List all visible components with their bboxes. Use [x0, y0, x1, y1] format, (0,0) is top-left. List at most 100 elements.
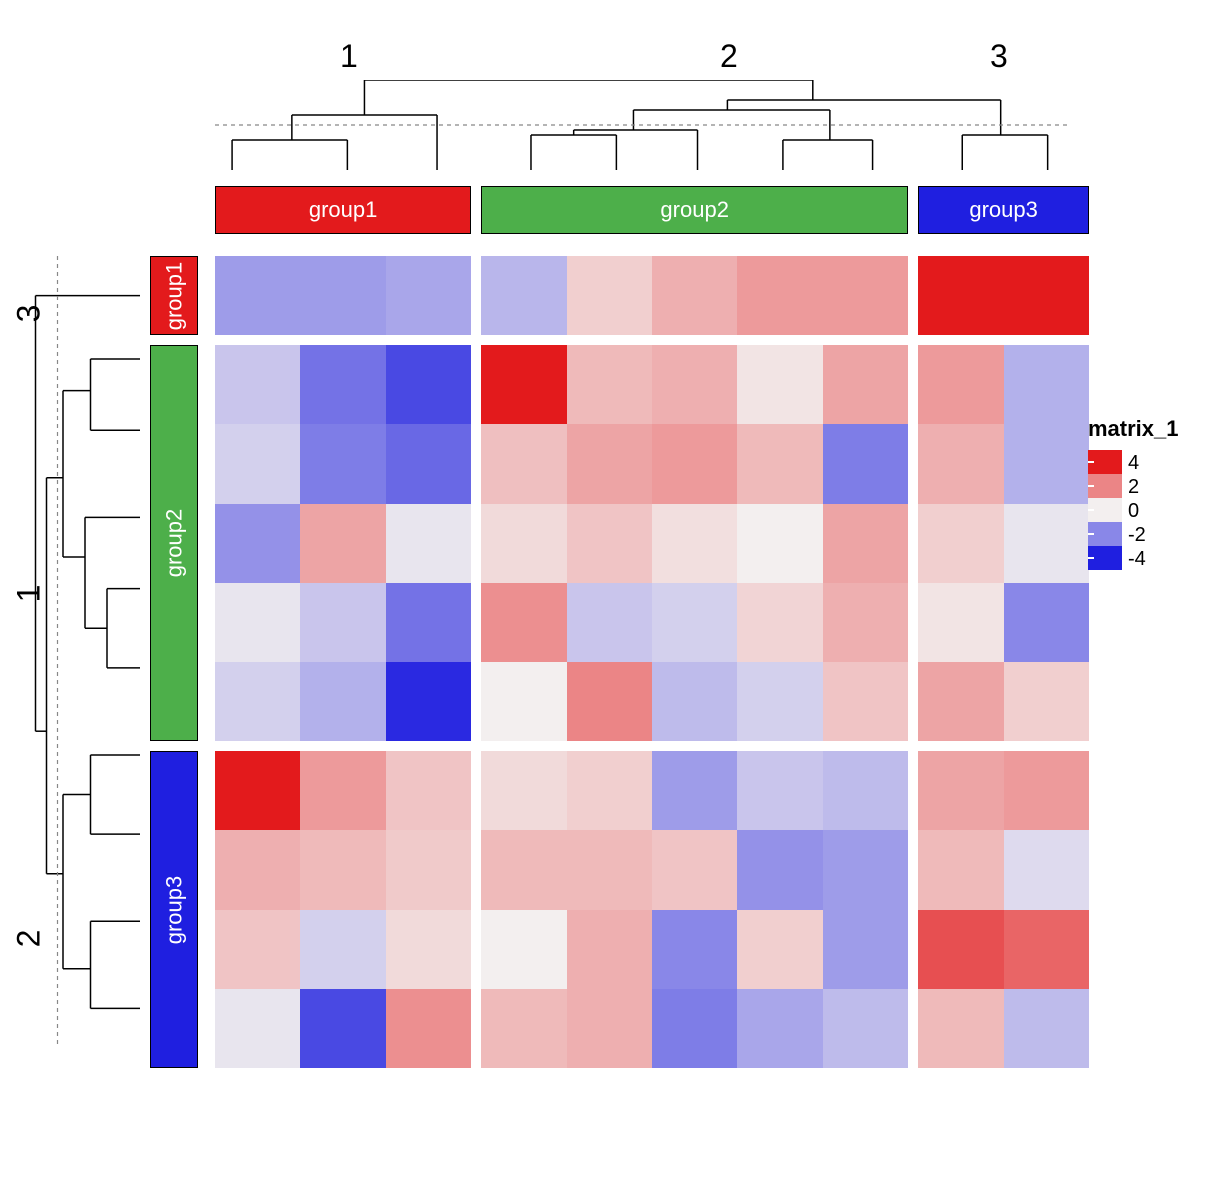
column-cluster-label: 3 [990, 38, 1008, 75]
heatmap-cell [737, 910, 822, 989]
heatmap-cell [918, 583, 1003, 662]
heatmap-cell [652, 662, 737, 741]
heatmap-cell [737, 504, 822, 583]
heatmap-cell [1004, 583, 1089, 662]
heatmap-figure: group1group2group3group1group2group31231… [20, 20, 1212, 1172]
heatmap-cell [652, 345, 737, 424]
heatmap-cell [918, 256, 1003, 335]
heatmap-cell [737, 662, 822, 741]
heatmap-cell [386, 989, 471, 1068]
heatmap-cell [481, 256, 566, 335]
heatmap-cell [386, 424, 471, 503]
heatmap-cell [918, 751, 1003, 830]
legend-tick [1088, 533, 1094, 535]
heatmap-cell [823, 583, 908, 662]
heatmap-cell [386, 345, 471, 424]
heatmap-cell [481, 910, 566, 989]
heatmap-cell [300, 424, 385, 503]
row-group-band: group3 [150, 751, 198, 1068]
heatmap-cell [215, 256, 300, 335]
column-group-band: group2 [481, 186, 908, 234]
heatmap-cell [215, 830, 300, 909]
heatmap-cell [300, 583, 385, 662]
heatmap-cell [300, 256, 385, 335]
heatmap-cell [918, 989, 1003, 1068]
heatmap-cell [823, 989, 908, 1068]
heatmap-cell [215, 989, 300, 1068]
heatmap-cell [481, 989, 566, 1068]
heatmap-cell [737, 345, 822, 424]
row-dendrogram [30, 256, 140, 1048]
row-group-band: group1 [150, 256, 198, 335]
heatmap-cell [567, 504, 652, 583]
heatmap-cell [652, 751, 737, 830]
heatmap-cell [300, 345, 385, 424]
heatmap-cell [652, 830, 737, 909]
heatmap-cell [481, 830, 566, 909]
heatmap-cell [737, 256, 822, 335]
heatmap-cell [300, 504, 385, 583]
heatmap-cell [652, 424, 737, 503]
heatmap-cell [215, 345, 300, 424]
heatmap-cell [737, 583, 822, 662]
heatmap-cell [652, 583, 737, 662]
heatmap-cell [567, 989, 652, 1068]
legend-tick [1088, 509, 1094, 511]
heatmap-cell [918, 662, 1003, 741]
legend-tick-label: 2 [1128, 476, 1139, 499]
heatmap-cell [386, 662, 471, 741]
column-cluster-label: 1 [340, 38, 358, 75]
heatmap-cell [300, 989, 385, 1068]
heatmap-cell [386, 256, 471, 335]
heatmap-cell [1004, 751, 1089, 830]
heatmap-cell [652, 910, 737, 989]
legend-tick [1088, 557, 1094, 559]
heatmap-cell [215, 583, 300, 662]
heatmap-cell [918, 504, 1003, 583]
heatmap-cell [567, 751, 652, 830]
heatmap-cell [823, 662, 908, 741]
heatmap-cell [386, 583, 471, 662]
heatmap-cell [215, 424, 300, 503]
heatmap-cell [386, 910, 471, 989]
heatmap-cell [567, 662, 652, 741]
heatmap-cell [567, 256, 652, 335]
heatmap-cell [215, 910, 300, 989]
heatmap-cell [481, 345, 566, 424]
heatmap-cell [215, 662, 300, 741]
column-cluster-label: 2 [720, 38, 738, 75]
column-group-band: group1 [215, 186, 471, 234]
legend-tick [1088, 485, 1094, 487]
heatmap-cell [823, 424, 908, 503]
row-group-band: group2 [150, 345, 198, 741]
heatmap-cell [823, 345, 908, 424]
heatmap-cell [215, 751, 300, 830]
heatmap-cell [481, 751, 566, 830]
heatmap-cell [1004, 424, 1089, 503]
heatmap-cell [567, 830, 652, 909]
heatmap-cell [1004, 345, 1089, 424]
legend-title: matrix_1 [1088, 416, 1179, 442]
heatmap-cell [1004, 504, 1089, 583]
heatmap-cell [300, 910, 385, 989]
heatmap-cell [918, 424, 1003, 503]
heatmap-cell [1004, 830, 1089, 909]
heatmap-cell [1004, 910, 1089, 989]
heatmap-cell [300, 751, 385, 830]
heatmap-cell [567, 345, 652, 424]
heatmap-cell [823, 751, 908, 830]
heatmap-cell [918, 345, 1003, 424]
heatmap-cell [1004, 662, 1089, 741]
heatmap-cell [823, 830, 908, 909]
heatmap-cell [918, 830, 1003, 909]
heatmap-cell [567, 910, 652, 989]
heatmap-cell [481, 424, 566, 503]
heatmap-cell [652, 256, 737, 335]
heatmap-cell [567, 583, 652, 662]
heatmap-cell [481, 662, 566, 741]
heatmap-cell [215, 504, 300, 583]
heatmap-cell [1004, 989, 1089, 1068]
heatmap-cell [737, 989, 822, 1068]
heatmap-cell [300, 662, 385, 741]
heatmap-cell [823, 504, 908, 583]
